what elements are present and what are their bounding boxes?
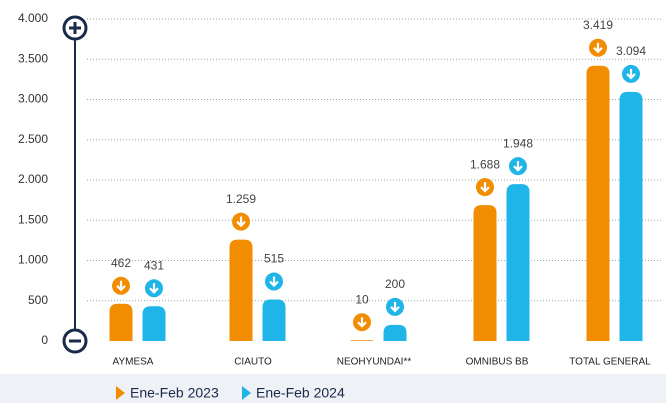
bar bbox=[350, 340, 374, 341]
x-tick-label: OMNIBUS BB bbox=[466, 357, 529, 368]
value-label: 1.259 bbox=[226, 192, 256, 206]
legend-swatch bbox=[116, 386, 125, 400]
x-tick-label: AYMESA bbox=[113, 357, 154, 368]
arrow-icon bbox=[509, 157, 527, 176]
arrow bbox=[513, 161, 523, 172]
arrow-icon bbox=[589, 38, 607, 57]
arrow-icon bbox=[476, 178, 494, 197]
x-tick-label: TOTAL GENERAL bbox=[569, 357, 651, 368]
value-label: 10 bbox=[355, 292, 369, 306]
arrow-icon bbox=[622, 64, 640, 83]
arrow bbox=[236, 216, 246, 228]
y-tick-label: 4.000 bbox=[18, 11, 48, 25]
arrow-icon bbox=[232, 212, 250, 231]
value-label: 1.688 bbox=[470, 157, 500, 171]
legend-label: Ene-Feb 2023 bbox=[130, 385, 219, 401]
y-tick-label: 2.500 bbox=[18, 132, 48, 146]
arrow-icon bbox=[386, 297, 404, 316]
arrow bbox=[626, 68, 636, 80]
arrow bbox=[593, 42, 603, 54]
arrow bbox=[116, 280, 126, 292]
legend-label: Ene-Feb 2024 bbox=[256, 385, 345, 401]
legend-swatch bbox=[242, 386, 251, 400]
arrow bbox=[357, 317, 367, 328]
value-label: 515 bbox=[264, 252, 284, 266]
x-tick-label: NEOHYUNDAI** bbox=[337, 357, 412, 368]
bar bbox=[506, 184, 530, 341]
arrow-icon bbox=[353, 313, 371, 332]
value-label: 3.094 bbox=[616, 44, 646, 58]
value-label: 1.948 bbox=[503, 136, 533, 150]
y-tick-label: 2.000 bbox=[18, 172, 48, 186]
value-label: 462 bbox=[111, 256, 131, 270]
arrow bbox=[480, 182, 490, 193]
y-tick-label: 3.000 bbox=[18, 92, 48, 106]
plus-icon bbox=[62, 15, 88, 41]
value-label: 200 bbox=[385, 277, 405, 291]
arrow-icon bbox=[112, 276, 130, 295]
bar bbox=[473, 205, 497, 341]
y-tick-label: 0 bbox=[41, 333, 48, 347]
arrow-icon bbox=[145, 279, 163, 298]
arrow bbox=[390, 301, 400, 313]
y-tick-label: 1.000 bbox=[18, 253, 48, 267]
bar bbox=[229, 239, 253, 341]
y-tick-label: 1.500 bbox=[18, 212, 48, 226]
bar bbox=[383, 324, 407, 341]
bar bbox=[619, 91, 643, 341]
arrow-icon bbox=[265, 272, 283, 291]
arrow bbox=[149, 283, 159, 294]
value-label: 431 bbox=[144, 258, 164, 272]
arrow bbox=[269, 276, 279, 288]
bar bbox=[109, 303, 133, 341]
y-tick-label: 500 bbox=[28, 293, 48, 307]
value-label: 3.419 bbox=[583, 18, 613, 32]
bar bbox=[586, 65, 610, 341]
bar bbox=[142, 306, 166, 341]
minus-icon bbox=[62, 328, 88, 354]
x-tick-label: CIAUTO bbox=[234, 357, 272, 368]
bar bbox=[262, 299, 286, 341]
y-tick-label: 3.500 bbox=[18, 51, 48, 65]
legend-band bbox=[0, 374, 666, 403]
